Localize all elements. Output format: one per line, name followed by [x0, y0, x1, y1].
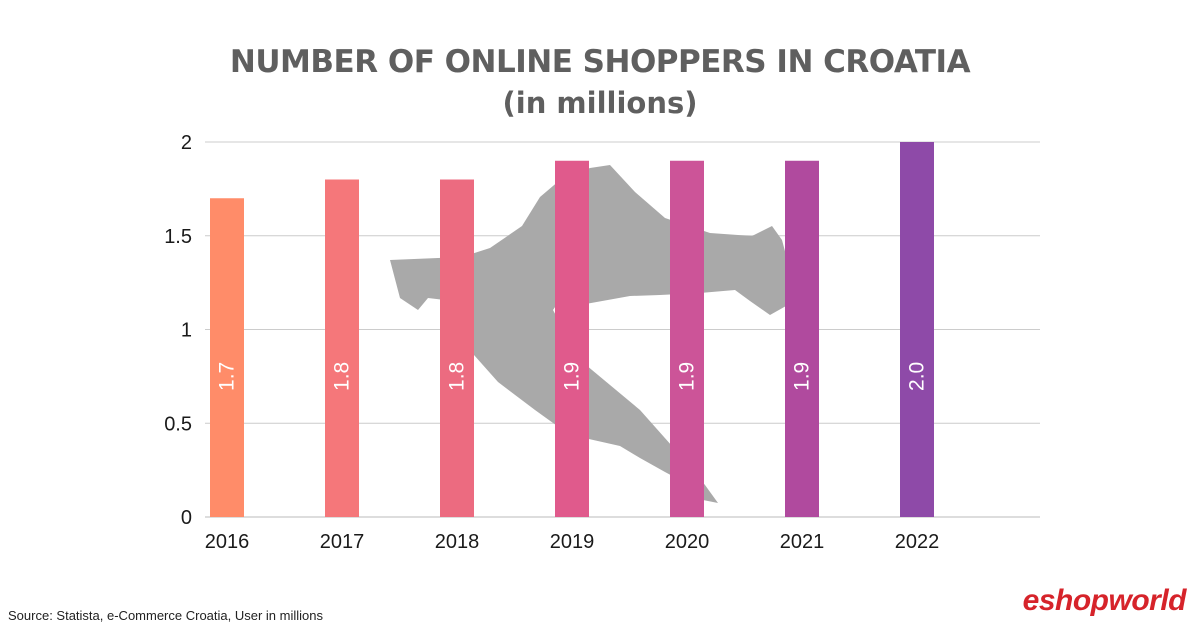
- data-label-2022: 2.0: [906, 362, 929, 391]
- bar-2019: [555, 160, 589, 517]
- bar-2020: [670, 160, 704, 517]
- bars: [210, 142, 934, 517]
- bar-2017: [325, 179, 359, 517]
- bar-2022: [900, 142, 934, 517]
- data-label-2020: 1.9: [676, 362, 699, 391]
- bar-2016: [210, 198, 244, 517]
- x-tick-label-2018: 2018: [435, 531, 480, 553]
- x-tick-label-2022: 2022: [895, 531, 940, 553]
- chart-title: NUMBER OF ONLINE SHOPPERS IN CROATIA: [229, 44, 971, 80]
- croatia-map-icon: [390, 165, 810, 503]
- data-label-2016: 1.7: [216, 362, 239, 391]
- data-label-2017: 1.8: [331, 362, 354, 391]
- data-labels: 1.7 1.8 1.8 1.9 1.9 1.9 2.0: [216, 362, 929, 391]
- chart-subtitle: (in millions): [502, 86, 698, 120]
- source-note: Source: Statista, e-Commerce Croatia, Us…: [8, 608, 323, 623]
- data-label-2019: 1.9: [561, 362, 584, 391]
- croatia-map-silhouette: [390, 165, 810, 503]
- bar-2021: [785, 160, 819, 517]
- x-tick-label-2020: 2020: [665, 531, 710, 553]
- y-axis-ticks: 0 0.5 1 1.5 2: [164, 132, 192, 529]
- x-tick-label-2016: 2016: [205, 531, 250, 553]
- data-label-2018: 1.8: [446, 362, 469, 391]
- x-tick-label-2021: 2021: [780, 531, 825, 553]
- y-tick-label: 1: [181, 320, 192, 342]
- y-tick-label: 1.5: [164, 226, 192, 248]
- x-tick-label-2019: 2019: [550, 531, 595, 553]
- x-tick-label-2017: 2017: [320, 531, 365, 553]
- y-tick-label: 2: [181, 132, 192, 154]
- y-tick-label: 0.5: [164, 413, 192, 435]
- y-tick-label: 0: [181, 507, 192, 529]
- eshopworld-logo: eshopworld: [1022, 584, 1187, 617]
- bar-2018: [440, 179, 474, 517]
- x-axis-ticks: 2016 2017 2018 2019 2020 2021 2022: [205, 531, 940, 553]
- data-label-2021: 1.9: [791, 362, 814, 391]
